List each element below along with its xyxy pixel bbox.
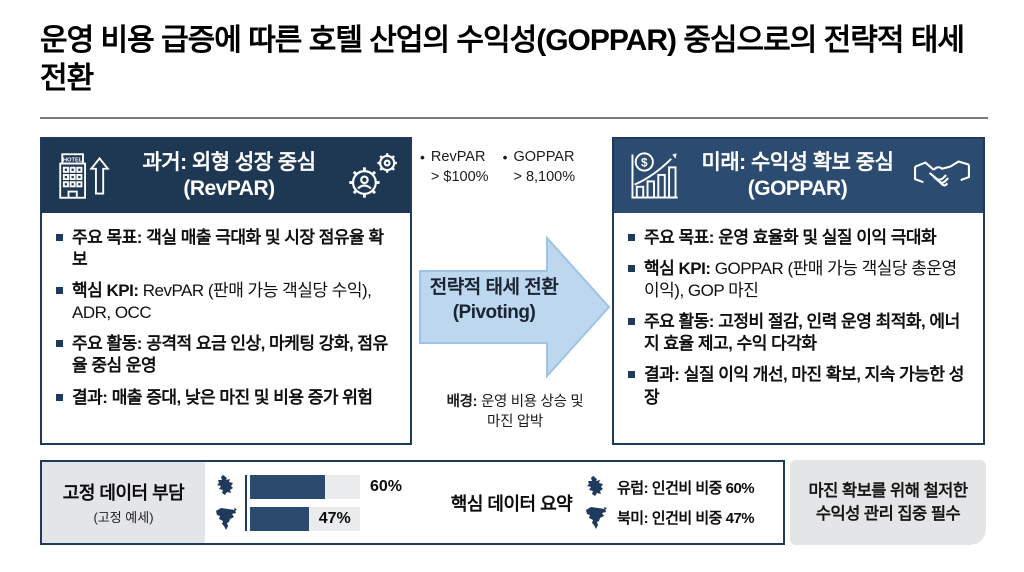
north-america-map-icon bbox=[213, 507, 239, 531]
bullet-marker bbox=[628, 318, 635, 326]
person-icon bbox=[360, 175, 369, 185]
legend-row-north-america: 북미: 인건비 비중 47% bbox=[583, 506, 775, 530]
metric-goppar: • GOPPAR > 8,100% bbox=[503, 148, 576, 187]
past-box-title: 과거: 외형 성장 중심 (RevPAR) bbox=[142, 151, 316, 200]
future-bullet-result: 결과: 실질 이익 개선, 마진 확보, 지속 가능한 성장 bbox=[628, 364, 971, 408]
bullet-marker bbox=[628, 265, 635, 273]
gears-icon bbox=[346, 152, 398, 200]
europe-map-icon bbox=[213, 475, 239, 499]
up-arrow-icon bbox=[89, 156, 110, 195]
future-box-title: 미래: 수익성 확보 중심 (GOPPAR) bbox=[701, 151, 894, 200]
metric-revpar: • RevPAR > $100% bbox=[420, 148, 489, 187]
hotel-building-icon: HOTEL bbox=[54, 151, 112, 201]
legend-text-north-america: 북미: 인건비 비중 47% bbox=[617, 510, 755, 527]
bar-track bbox=[250, 506, 360, 531]
future-box-body: 주요 목표: 운영 효율화 및 실질 이익 극대화 핵심 KPI: GOPPAR… bbox=[614, 213, 983, 443]
past-box-body: 주요 목표: 객실 매출 극대화 및 시장 점유율 확보 핵심 KPI: Rev… bbox=[42, 213, 410, 443]
future-box-header: $ 미래: 수익성 확보 중심 (GOPPAR) bbox=[614, 139, 983, 213]
past-bullet-activities: 주요 활동: 공격적 요금 인상, 마케팅 강화, 점유율 중심 운영 bbox=[56, 333, 398, 377]
arrow-head bbox=[672, 153, 677, 159]
past-box-header: HOTEL 과거: 외형 성장 중심 (RevPAR) bbox=[42, 139, 410, 213]
europe-map-icon bbox=[583, 476, 609, 500]
chart-region-icons bbox=[213, 475, 239, 531]
growth-chart-icon: $ bbox=[626, 150, 682, 202]
bullet-marker bbox=[628, 371, 635, 379]
bottom-data-box: 고정 데이터 부담 (고정 예세) 60% 47% 핵심 데이터 요약 bbox=[40, 460, 785, 545]
fixed-cost-title: 고정 데이터 부담 bbox=[62, 483, 185, 503]
bar-value-north-america: 47% bbox=[318, 509, 351, 527]
summary-label: 핵심 데이터 요약 bbox=[450, 493, 573, 514]
legend-row-europe: 유럽: 인건비 비중 60% bbox=[583, 476, 775, 500]
bar-row-europe: 60% bbox=[250, 474, 410, 499]
pivot-arrow-label: 전략적 태세 전환 (Pivoting) bbox=[429, 277, 559, 323]
past-bullet-kpi: 핵심 KPI: RevPAR (판매 가능 객실당 수익), ADR, OCC bbox=[56, 280, 398, 324]
right-arrow-shape bbox=[419, 235, 611, 379]
bar-fill-north-america bbox=[250, 506, 309, 531]
hotel-sign-text: HOTEL bbox=[63, 158, 83, 164]
bullet-marker bbox=[56, 340, 63, 348]
past-bullet-result: 결과: 매출 증대, 낮은 마진 및 비용 증가 위험 bbox=[56, 387, 398, 409]
bar-row-north-america: 47% bbox=[250, 506, 410, 531]
bullet-marker bbox=[56, 393, 63, 401]
bar-track bbox=[250, 474, 360, 499]
title-divider bbox=[40, 117, 988, 119]
bar-value-europe: 60% bbox=[370, 477, 403, 495]
future-bullet-activities: 주요 활동: 고정비 절감, 인력 운영 최적화, 에너지 효율 제고, 수익 … bbox=[628, 311, 971, 355]
bullet-marker bbox=[56, 234, 63, 241]
past-bullet-goal: 주요 목표: 객실 매출 극대화 및 시장 점유율 확보 bbox=[56, 227, 398, 271]
bullet-dot: • bbox=[502, 149, 508, 165]
bullet-dot: • bbox=[420, 149, 425, 165]
fixed-cost-panel: 고정 데이터 부담 (고정 예세) bbox=[42, 462, 205, 543]
labor-cost-bar-chart: 60% 47% bbox=[205, 462, 440, 543]
middle-metrics: • RevPAR > $100% • GOPPAR > 8,100% bbox=[420, 148, 610, 187]
chart-axis: 60% 47% bbox=[245, 474, 410, 531]
legend-text-europe: 유럽: 인건비 비중 60% bbox=[617, 480, 755, 497]
past-revpar-box: HOTEL 과거: 외형 성장 중심 (RevPAR) bbox=[40, 137, 412, 445]
bullet-marker bbox=[56, 287, 63, 295]
future-bullet-kpi: 핵심 KPI: GOPPAR (판매 가능 객실당 총운영이익), GOP 마진 bbox=[628, 258, 971, 302]
north-america-map-icon bbox=[583, 506, 609, 530]
dollar-coin-icon: $ bbox=[641, 155, 648, 169]
fixed-cost-subtitle: (고정 예세) bbox=[93, 510, 154, 525]
labor-cost-legend: 유럽: 인건비 비중 60% 북미: 인건비 비중 47% bbox=[583, 462, 783, 543]
future-goppar-box: $ 미래: 수익성 확보 중심 (GOPPAR) bbox=[612, 137, 985, 445]
bar-fill-europe bbox=[250, 474, 325, 499]
future-bullet-goal: 주요 목표: 운영 효율화 및 실질 이익 극대화 bbox=[628, 227, 971, 249]
slide-title: 운영 비용 급증에 따른 호텔 산업의 수익성(GOPPAR) 중심으로의 전략… bbox=[40, 24, 965, 95]
pivot-note: 배경: 운영 비용 상승 및 마진 압박 bbox=[446, 394, 584, 431]
conclusion-callout: 마진 확보를 위해 철저한 수익성 관리 집중 필수 bbox=[790, 460, 986, 545]
bullet-marker bbox=[628, 234, 635, 241]
handshake-icon bbox=[913, 155, 971, 197]
pivot-arrow: 전략적 태세 전환 (Pivoting) bbox=[419, 228, 611, 388]
